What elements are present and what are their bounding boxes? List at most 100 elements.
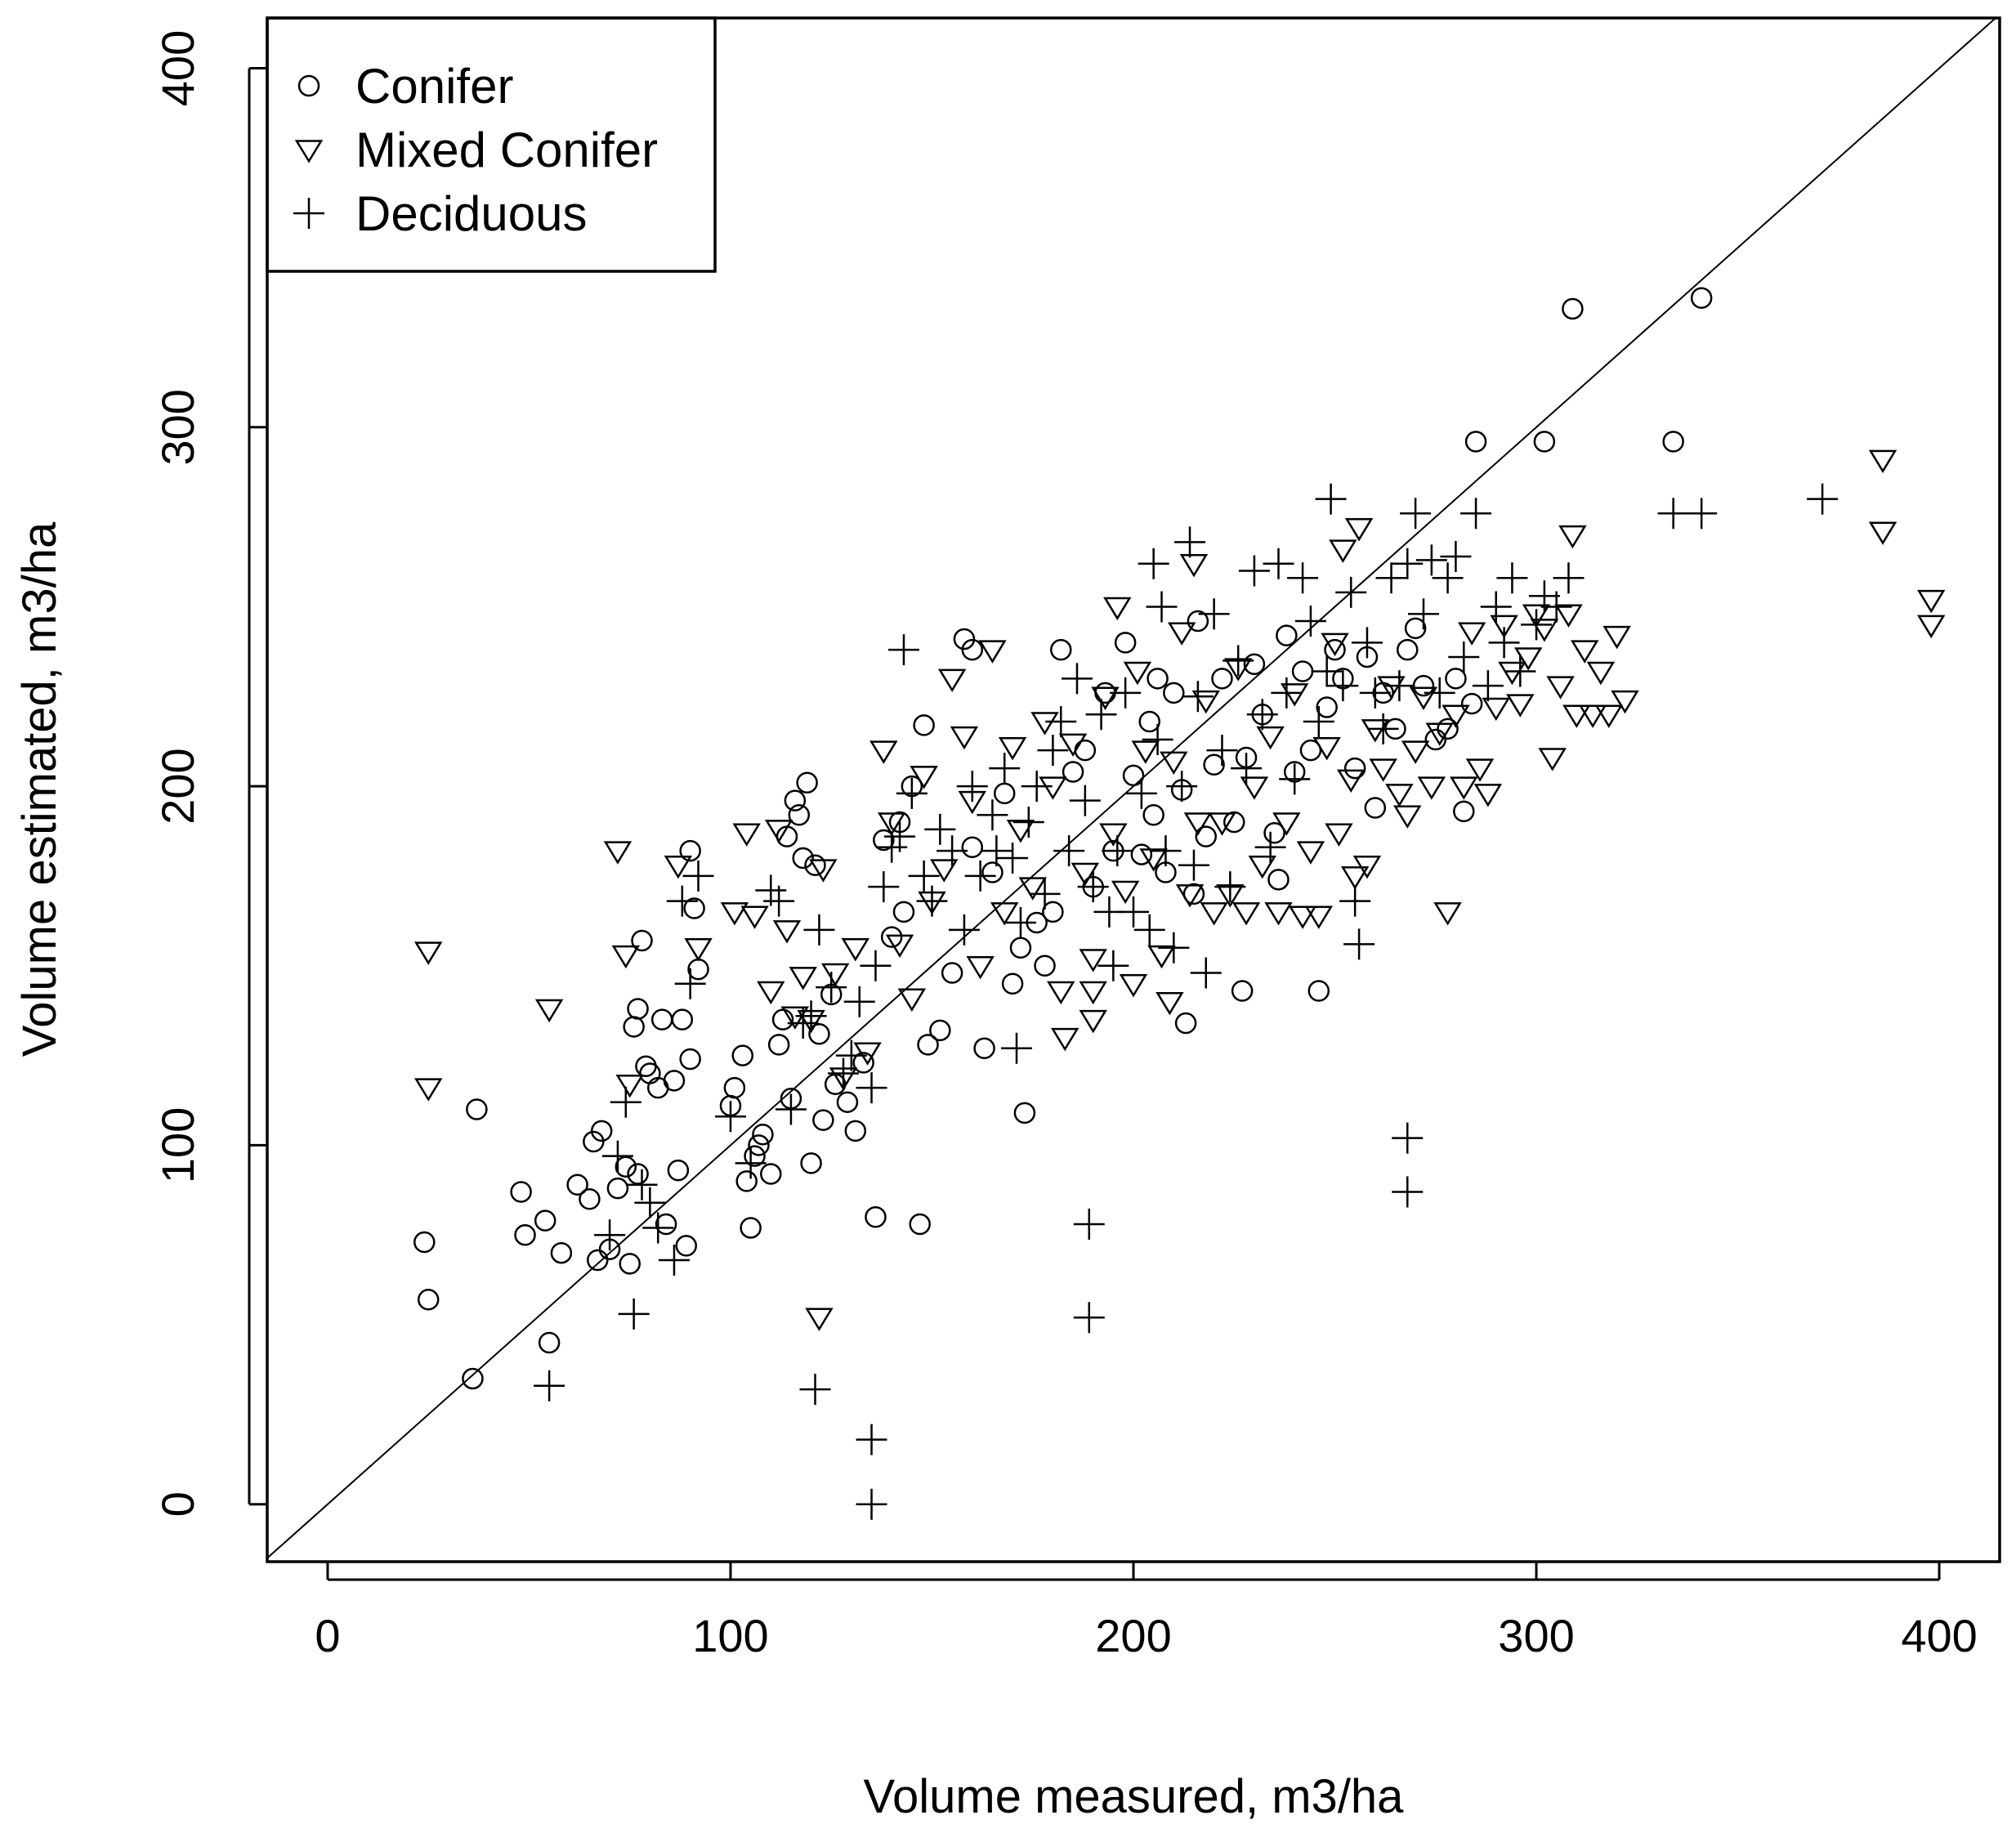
data-point bbox=[956, 771, 988, 802]
data-point bbox=[1578, 704, 1607, 728]
data-point bbox=[1280, 683, 1309, 707]
data-point bbox=[799, 1374, 831, 1406]
data-point bbox=[1006, 820, 1035, 843]
data-point bbox=[642, 1212, 674, 1244]
data-point bbox=[1304, 905, 1334, 929]
legend-box bbox=[266, 16, 717, 273]
data-point bbox=[1276, 624, 1298, 646]
data-point bbox=[1315, 483, 1347, 515]
data-point bbox=[1042, 901, 1064, 923]
data-point bbox=[1187, 610, 1209, 633]
data-point bbox=[1288, 905, 1317, 929]
data-point bbox=[627, 998, 649, 1020]
data-point bbox=[1533, 431, 1556, 453]
data-point bbox=[805, 1308, 834, 1331]
data-point bbox=[978, 640, 1007, 664]
data-point bbox=[1369, 758, 1397, 782]
y-axis-title: Volume estimated, m3/ha bbox=[13, 521, 66, 1057]
data-point bbox=[634, 1187, 666, 1218]
data-point bbox=[1361, 719, 1390, 743]
data-point bbox=[1079, 1009, 1107, 1034]
data-point bbox=[731, 1044, 754, 1066]
data-point bbox=[674, 968, 706, 999]
data-point bbox=[1175, 884, 1205, 908]
data-point bbox=[1868, 521, 1898, 545]
data-point bbox=[1053, 835, 1085, 867]
data-point bbox=[1440, 540, 1472, 572]
data-point bbox=[740, 1217, 762, 1239]
data-point bbox=[1401, 740, 1430, 764]
data-point bbox=[1521, 609, 1553, 641]
data-point bbox=[587, 1249, 609, 1272]
y-axis: 0 100 200 300 400 bbox=[152, 30, 267, 1517]
legend-marker bbox=[293, 198, 324, 229]
data-point bbox=[1122, 764, 1145, 787]
data-point bbox=[856, 1072, 887, 1104]
data-point bbox=[998, 737, 1027, 761]
data-point bbox=[788, 804, 811, 826]
legend-item: Mixed Conifer bbox=[294, 123, 658, 177]
data-point bbox=[1513, 647, 1543, 671]
data-point bbox=[764, 820, 793, 843]
data-point bbox=[1079, 981, 1107, 1005]
data-point bbox=[1415, 544, 1447, 576]
data-point bbox=[1058, 733, 1088, 758]
data-point bbox=[1150, 835, 1182, 867]
data-point bbox=[1013, 1102, 1036, 1124]
data-point bbox=[808, 1022, 830, 1045]
data-point bbox=[964, 860, 996, 892]
data-point bbox=[1482, 697, 1510, 722]
data-point bbox=[1460, 692, 1483, 715]
data-point bbox=[812, 1109, 834, 1131]
data-point bbox=[1916, 615, 1946, 639]
data-point bbox=[869, 740, 898, 764]
x-tick-label: 0 bbox=[315, 1610, 340, 1661]
data-point bbox=[534, 1370, 565, 1402]
data-point bbox=[1166, 771, 1198, 802]
data-point bbox=[1085, 699, 1117, 731]
data-point bbox=[1686, 498, 1718, 530]
data-point bbox=[417, 1289, 440, 1311]
data-point bbox=[635, 1055, 657, 1078]
data-point bbox=[1203, 753, 1225, 776]
data-point bbox=[679, 1048, 701, 1071]
data-point bbox=[1238, 555, 1270, 587]
data-point bbox=[784, 789, 807, 811]
data-point bbox=[534, 999, 564, 1023]
data-point bbox=[1123, 661, 1152, 686]
data-point bbox=[740, 905, 769, 929]
data-point bbox=[1611, 690, 1639, 714]
data-point bbox=[1375, 562, 1407, 594]
legend-label: Conifer bbox=[355, 59, 513, 114]
data-point bbox=[1409, 686, 1438, 710]
data-point bbox=[924, 813, 956, 845]
data-point bbox=[413, 1231, 436, 1254]
legend-item: Deciduous bbox=[293, 186, 588, 241]
series-mixed-conifer bbox=[413, 449, 1946, 1331]
data-point bbox=[1208, 812, 1236, 836]
data-point bbox=[1103, 597, 1132, 621]
data-point bbox=[1445, 668, 1467, 690]
data-point bbox=[1291, 660, 1314, 682]
data-point bbox=[619, 1253, 641, 1275]
data-point bbox=[1179, 553, 1209, 578]
data-point bbox=[1018, 877, 1047, 901]
data-point bbox=[663, 1070, 686, 1092]
data-point bbox=[1248, 856, 1276, 879]
data-point bbox=[1554, 604, 1583, 628]
data-point bbox=[1102, 835, 1133, 867]
x-tick-label: 200 bbox=[1095, 1610, 1171, 1661]
data-point bbox=[1271, 677, 1303, 709]
data-point bbox=[1364, 797, 1387, 819]
data-point bbox=[897, 988, 927, 1012]
data-point bbox=[997, 842, 1029, 874]
data-point bbox=[1009, 937, 1032, 959]
data-point bbox=[687, 958, 709, 981]
data-point bbox=[1200, 902, 1228, 926]
data-point bbox=[1570, 640, 1599, 664]
data-point bbox=[1030, 712, 1059, 735]
data-point bbox=[1453, 800, 1475, 823]
data-point bbox=[1433, 902, 1462, 926]
data-point bbox=[510, 1181, 532, 1203]
data-point bbox=[1146, 591, 1178, 623]
